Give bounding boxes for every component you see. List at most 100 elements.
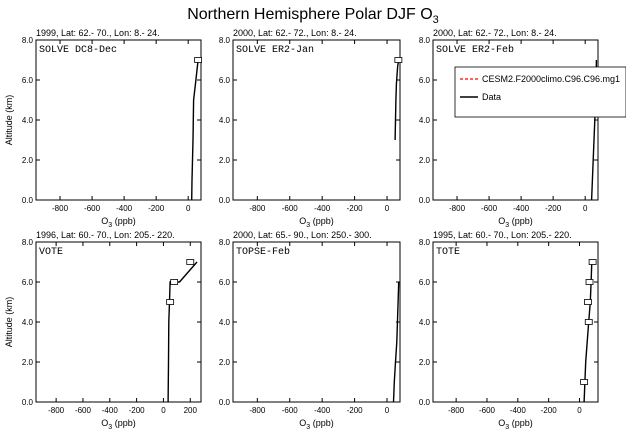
x-tick-label: -600	[282, 406, 299, 415]
y-tick-label: 8.0	[22, 238, 34, 247]
x-tick-label: -800	[249, 204, 266, 213]
x-tick-label: -400	[314, 406, 331, 415]
figure-title: Northern Hemisphere Polar DJF O3	[187, 6, 439, 26]
x-tick-label: -600	[75, 406, 92, 415]
data-box-marker	[394, 57, 403, 63]
panel-title: 1996, Lat: 60.- 70., Lon: 205.- 220.	[36, 230, 175, 240]
plot-frame	[432, 39, 599, 201]
data-series-line	[392, 281, 400, 403]
legend-box	[454, 66, 626, 118]
x-tick-label: -600	[479, 406, 496, 415]
data-box-marker	[186, 259, 195, 265]
panel-2: 2000, Lat: 62.- 72., Lon: 8.- 24. SOLVE E…	[219, 28, 403, 229]
y-tick-label: 0.0	[419, 398, 431, 407]
y-tick-label: 4.0	[419, 318, 431, 327]
x-axis-label: O3 (ppb)	[299, 418, 333, 431]
campaign-label: TOPSE-Feb	[236, 246, 290, 258]
plot-frame	[35, 39, 202, 201]
x-tick-label: 0	[577, 406, 582, 415]
x-tick-label: -200	[129, 406, 146, 415]
y-tick-label: 4.0	[22, 318, 34, 327]
y-tick-label: 8.0	[219, 36, 231, 45]
y-axis-label: Altitude (km)	[4, 95, 14, 146]
data-box-marker	[194, 57, 203, 63]
y-tick-label: 0.0	[219, 196, 231, 205]
x-tick-label: -800	[249, 406, 266, 415]
x-tick-label: 0	[385, 406, 390, 415]
y-tick-label: 2.0	[22, 156, 34, 165]
y-tick-label: 4.0	[219, 318, 231, 327]
x-tick-label: -800	[52, 204, 69, 213]
y-tick-label: 8.0	[419, 238, 431, 247]
legend: CESM2.F2000climo.C96.C96.mg1 Data	[454, 66, 626, 118]
data-box-marker	[585, 279, 594, 285]
y-tick-label: 6.0	[419, 76, 431, 85]
panel-title: 2000, Lat: 62.- 72., Lon: 8.- 24.	[433, 28, 557, 38]
x-axis-label: O3 (ppb)	[101, 418, 135, 431]
y-axis-label: Altitude (km)	[4, 297, 14, 348]
campaign-label: VOTE	[39, 247, 63, 258]
panel-title: 2000, Lat: 62.- 72., Lon: 8.- 24.	[233, 28, 357, 38]
x-axis-label: O3 (ppb)	[498, 216, 532, 229]
y-tick-label: 2.0	[219, 358, 231, 367]
y-tick-label: 4.0	[419, 116, 431, 125]
x-tick-label: -800	[48, 406, 65, 415]
y-tick-label: 2.0	[419, 358, 431, 367]
y-tick-label: 6.0	[22, 76, 34, 85]
panel-5: 2000, Lat: 65.- 90., Lon: 250.- 300. TOPS…	[219, 230, 401, 431]
plot-frame	[232, 241, 401, 403]
x-tick-label: 0	[186, 204, 191, 213]
y-tick-label: 8.0	[419, 36, 431, 45]
x-tick-label: -200	[347, 406, 364, 415]
x-tick-label: -800	[449, 204, 466, 213]
y-tick-label: 0.0	[22, 398, 34, 407]
x-tick-label: 0	[583, 204, 588, 213]
data-box-marker	[588, 259, 597, 265]
y-tick-label: 2.0	[219, 156, 231, 165]
panel-3: 2000, Lat: 62.- 72., Lon: 8.- 24. SOLVE E…	[419, 28, 599, 229]
plot-frame	[432, 241, 599, 403]
x-tick-label: 0	[385, 204, 390, 213]
y-tick-label: 0.0	[419, 196, 431, 205]
panel-6: 1995, Lat: 60.- 70., Lon: 205.- 220. TOTE…	[419, 230, 599, 431]
x-tick-label: -600	[84, 204, 101, 213]
x-axis-label: O3 (ppb)	[101, 216, 135, 229]
x-tick-label: -400	[513, 204, 530, 213]
campaign-label: SOLVE ER2-Jan	[236, 45, 314, 56]
panel-title: 1995, Lat: 60.- 70., Lon: 205.- 220.	[433, 230, 572, 240]
x-tick-label: -800	[448, 406, 465, 415]
data-box-marker	[170, 279, 179, 285]
panels: 1999, Lat: 62.- 70., Lon: 8.- 24. SOLVE D…	[4, 28, 599, 431]
y-tick-label: 6.0	[22, 278, 34, 287]
panel-1: 1999, Lat: 62.- 70., Lon: 8.- 24. SOLVE D…	[4, 28, 203, 229]
x-axis-label: O3 (ppb)	[299, 216, 333, 229]
legend-model-label: CESM2.F2000climo.C96.C96.mg1	[482, 74, 620, 84]
legend-data-label: Data	[482, 92, 501, 102]
x-tick-label: -200	[545, 204, 562, 213]
plot-frame	[35, 241, 202, 403]
y-tick-label: 6.0	[419, 278, 431, 287]
data-series-line	[394, 59, 400, 141]
panel-title: 1999, Lat: 62.- 70., Lon: 8.- 24.	[36, 28, 160, 38]
x-tick-label: -400	[314, 204, 331, 213]
data-box-marker	[584, 299, 592, 305]
y-tick-label: 2.0	[22, 358, 34, 367]
y-tick-label: 0.0	[219, 398, 231, 407]
y-tick-label: 4.0	[22, 116, 34, 125]
x-tick-label: -400	[102, 406, 119, 415]
x-tick-label: -400	[510, 406, 527, 415]
x-tick-label: -200	[148, 204, 165, 213]
y-tick-label: 6.0	[219, 278, 231, 287]
data-series-line	[191, 59, 199, 201]
panel-4: 1996, Lat: 60.- 70., Lon: 205.- 220. VOTE…	[4, 230, 202, 431]
campaign-label: SOLVE ER2-Feb	[436, 44, 514, 56]
y-tick-label: 2.0	[419, 156, 431, 165]
y-tick-label: 8.0	[22, 36, 34, 45]
x-tick-label: 200	[184, 406, 198, 415]
y-tick-label: 0.0	[22, 196, 34, 205]
data-box-marker	[580, 379, 589, 385]
x-tick-label: -200	[541, 406, 558, 415]
y-tick-label: 8.0	[219, 238, 231, 247]
x-tick-label: 0	[161, 406, 166, 415]
